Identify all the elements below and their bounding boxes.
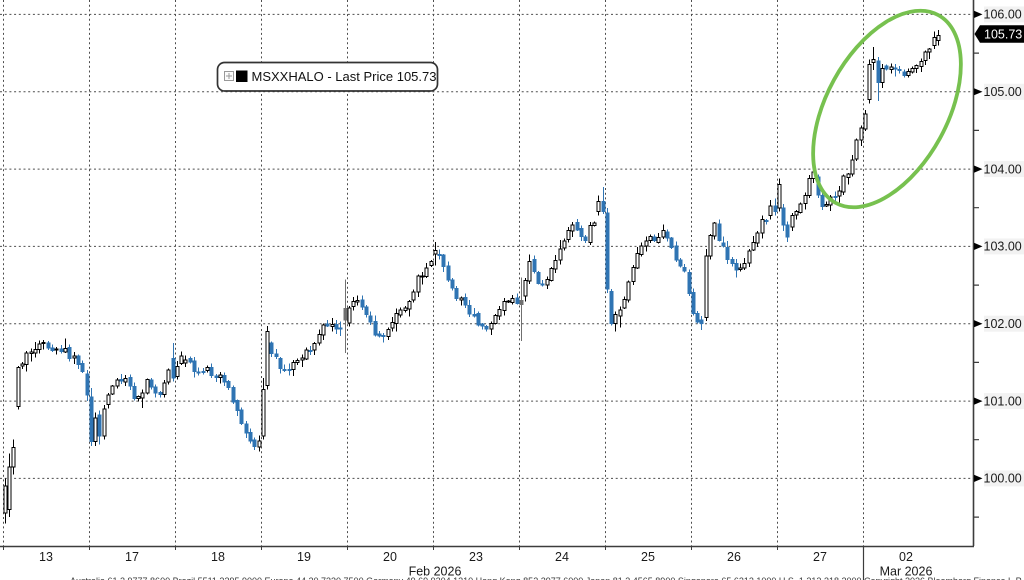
svg-text:100.00: 100.00 [984,472,1022,486]
svg-text:02: 02 [899,550,913,564]
svg-text:Feb 2026: Feb 2026 [409,565,462,579]
svg-text:18: 18 [211,550,225,564]
svg-text:23: 23 [469,550,483,564]
svg-text:26: 26 [727,550,741,564]
svg-text:20: 20 [383,550,397,564]
svg-text:Australia 61 2 9777 8600 Brazi: Australia 61 2 9777 8600 Brazil 5511 239… [70,576,1023,580]
svg-text:104.00: 104.00 [984,162,1022,176]
svg-text:MSXXHALO - Last Price 105.73: MSXXHALO - Last Price 105.73 [252,69,437,84]
svg-text:17: 17 [125,550,139,564]
svg-text:19: 19 [297,550,311,564]
svg-text:105.00: 105.00 [984,85,1022,99]
svg-text:106.00: 106.00 [984,8,1022,22]
svg-text:101.00: 101.00 [984,394,1022,408]
svg-text:25: 25 [641,550,655,564]
svg-text:103.00: 103.00 [984,240,1022,254]
svg-text:105.73: 105.73 [984,28,1022,42]
svg-text:27: 27 [813,550,827,564]
svg-text:102.00: 102.00 [984,317,1022,331]
svg-text:24: 24 [555,550,569,564]
svg-text:13: 13 [39,550,53,564]
svg-text:Mar 2026: Mar 2026 [880,565,933,579]
